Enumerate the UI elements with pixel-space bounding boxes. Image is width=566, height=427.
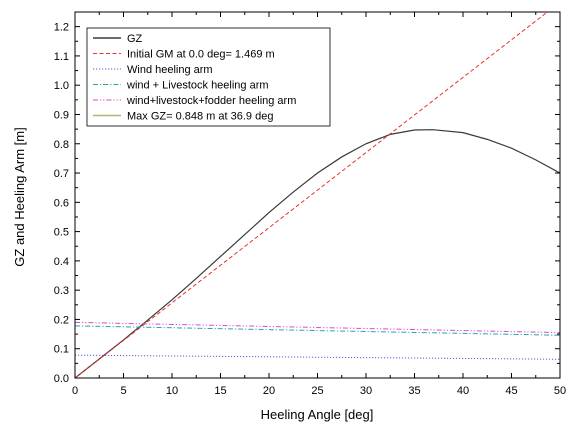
y-tick-label: 0.7 [54, 168, 69, 180]
x-tick-label: 15 [214, 385, 226, 397]
legend-label-3: wind + Livestock heeling arm [126, 80, 269, 92]
y-tick-label: 0.0 [54, 373, 69, 385]
y-tick-label: 0.5 [54, 227, 69, 239]
y-tick-label: 1.1 [54, 51, 69, 63]
y-tick-label: 0.8 [54, 139, 69, 151]
legend: GZ Initial GM at 0.0 deg= 1.469 m Wind hee… [86, 27, 331, 127]
legend-label-0: GZ [127, 33, 143, 45]
series-line-3 [75, 325, 560, 336]
series-line-1 [75, 12, 548, 378]
y-tick-label: 0.2 [54, 314, 69, 326]
y-tick-label: 0.6 [54, 197, 69, 209]
x-tick-label: 50 [554, 385, 566, 397]
y-tick-label: 1.2 [54, 22, 69, 34]
x-tick-label: 20 [263, 385, 275, 397]
x-tick-label: 5 [120, 385, 126, 397]
y-tick-label: 0.1 [54, 344, 69, 356]
legend-label-4: wind+livestock+fodder heeling arm [126, 95, 296, 107]
legend-label-1: Initial GM at 0.0 deg= 1.469 m [127, 49, 275, 61]
y-tick-label: 0.9 [54, 109, 69, 121]
series-layer [75, 12, 560, 378]
y-tick-label: 0.3 [54, 285, 69, 297]
x-tick-label: 0 [72, 385, 78, 397]
legend-box [86, 27, 331, 127]
y-tick-label: 0.4 [54, 256, 69, 268]
x-tick-label: 40 [457, 385, 469, 397]
series-line-4 [75, 321, 560, 334]
x-tick-label: 30 [360, 385, 372, 397]
y-axis-title: GZ and Heeling Arm [m] [12, 127, 27, 266]
x-axis-title: Heeling Angle [deg] [261, 407, 374, 422]
legend-label-2: Wind heeling arm [127, 64, 213, 76]
y-axis: 0.0 0.1 0.2 0.3 0.4 0.5 0.6 0.7 0.8 0.9 1.0 1.1 1.2 [54, 22, 560, 385]
legend-label-5: Max GZ= 0.848 m at 36.9 deg [127, 111, 273, 123]
x-tick-label: 25 [311, 385, 323, 397]
x-axis: 0 5 10 15 20 25 30 35 40 45 50 [72, 12, 566, 397]
x-tick-label: 10 [166, 385, 178, 397]
x-tick-label: 35 [408, 385, 420, 397]
series-line-0 [75, 129, 560, 378]
y-tick-label: 1.0 [54, 80, 69, 92]
x-tick-label: 45 [505, 385, 517, 397]
